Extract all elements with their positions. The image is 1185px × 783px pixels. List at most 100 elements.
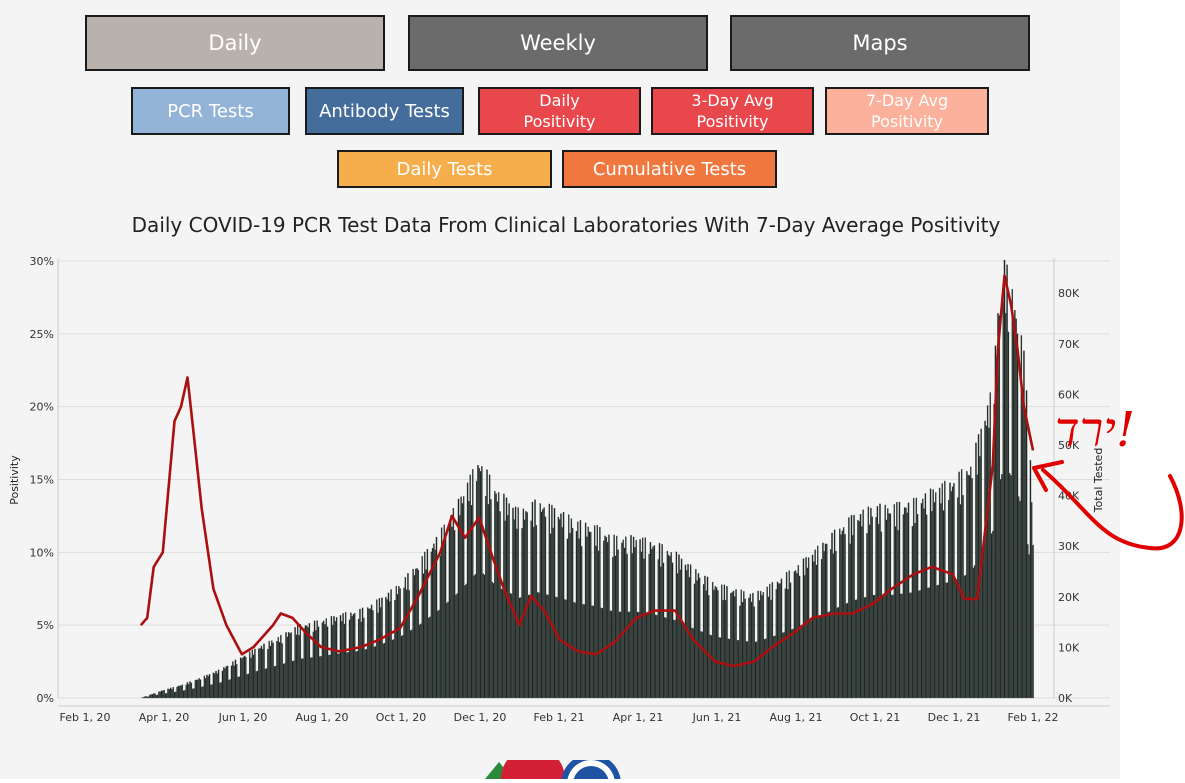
tested-bar bbox=[782, 633, 783, 698]
tested-bar bbox=[913, 498, 914, 698]
tested-bar bbox=[821, 559, 822, 698]
tested-bar bbox=[724, 585, 725, 698]
tested-bar bbox=[428, 618, 429, 698]
tested-bar bbox=[293, 661, 294, 698]
tested-bar bbox=[257, 671, 258, 698]
tested-bar bbox=[833, 553, 834, 698]
tested-bar bbox=[438, 610, 439, 698]
tested-bar bbox=[211, 684, 212, 698]
tested-bar bbox=[403, 588, 404, 698]
tested-bar bbox=[345, 612, 346, 698]
tested-bar bbox=[668, 555, 669, 698]
tested-bar bbox=[398, 586, 399, 698]
tested-bar bbox=[244, 656, 245, 698]
tested-bar bbox=[199, 678, 200, 698]
tested-bar bbox=[822, 543, 823, 698]
tested-bar bbox=[992, 531, 993, 698]
tested-bar bbox=[756, 642, 757, 698]
tested-bar bbox=[698, 573, 699, 698]
tested-bar bbox=[231, 666, 232, 698]
tested-bar bbox=[750, 594, 751, 698]
tested-bar bbox=[210, 685, 211, 698]
tested-bar bbox=[197, 680, 198, 698]
tested-bar bbox=[642, 538, 643, 698]
tested-bar bbox=[729, 639, 730, 698]
tested-bar bbox=[852, 535, 853, 698]
left-tick-label: 20% bbox=[30, 401, 54, 414]
tested-bar bbox=[646, 613, 647, 698]
tested-bar bbox=[681, 559, 682, 698]
tested-bar bbox=[179, 686, 180, 698]
tested-bar bbox=[496, 494, 497, 698]
tested-bar bbox=[533, 527, 534, 698]
tested-bar bbox=[358, 619, 359, 698]
tested-bar bbox=[767, 587, 768, 698]
tested-bar bbox=[807, 568, 808, 698]
tested-bar bbox=[437, 611, 438, 698]
tested-bar bbox=[512, 508, 513, 698]
tested-bar bbox=[397, 594, 398, 698]
tested-bar bbox=[791, 629, 792, 698]
tested-bar bbox=[956, 579, 957, 698]
tested-bar bbox=[507, 515, 508, 698]
x-tick-label: Apr 1, 20 bbox=[139, 711, 190, 724]
tested-bar bbox=[591, 606, 592, 698]
tested-bar bbox=[603, 541, 604, 698]
tested-bar bbox=[444, 525, 445, 698]
pcr-tests-button[interactable]: PCR Tests bbox=[131, 87, 290, 135]
tested-bar bbox=[1005, 313, 1006, 698]
tested-bar bbox=[848, 517, 849, 698]
tested-bar bbox=[804, 575, 805, 698]
tested-bar bbox=[991, 533, 992, 698]
tested-bar bbox=[209, 674, 210, 698]
weekly-nav-button[interactable]: Weekly bbox=[408, 15, 708, 71]
left-tick-label: 10% bbox=[30, 546, 54, 559]
tested-bar bbox=[413, 569, 414, 698]
tested-bar bbox=[602, 608, 603, 698]
tested-bar bbox=[492, 582, 493, 698]
daily-tests-button[interactable]: Daily Tests bbox=[337, 150, 552, 188]
tested-bar bbox=[667, 551, 668, 698]
tested-bar bbox=[471, 505, 472, 698]
tested-bar bbox=[920, 590, 921, 698]
tested-bar bbox=[840, 534, 841, 698]
maps-nav-button[interactable]: Maps bbox=[730, 15, 1030, 71]
tested-bar bbox=[489, 475, 490, 698]
tested-bar bbox=[878, 524, 879, 698]
tested-bar bbox=[263, 644, 264, 698]
tested-bar bbox=[224, 668, 225, 698]
tested-bar bbox=[184, 690, 185, 698]
three-day-avg-button[interactable]: 3-Day Avg Positivity bbox=[651, 87, 814, 135]
tested-bar bbox=[479, 468, 480, 698]
tested-bar bbox=[339, 653, 340, 698]
tested-bar bbox=[349, 620, 350, 698]
tested-bar bbox=[420, 624, 421, 698]
tested-bar bbox=[480, 471, 481, 698]
daily-nav-button[interactable]: Daily bbox=[85, 15, 385, 71]
tested-bar bbox=[446, 603, 447, 698]
tested-bar bbox=[271, 640, 272, 698]
tested-bar bbox=[659, 543, 660, 698]
tested-bar bbox=[366, 649, 367, 698]
tested-bar bbox=[953, 483, 954, 698]
tested-bar bbox=[407, 573, 408, 698]
tested-bar bbox=[189, 681, 190, 698]
daily-positivity-button[interactable]: Daily Positivity bbox=[478, 87, 641, 135]
cumulative-tests-button[interactable]: Cumulative Tests bbox=[562, 150, 777, 188]
tested-bar bbox=[700, 631, 701, 698]
tested-bar bbox=[872, 517, 873, 698]
tested-bar bbox=[545, 517, 546, 698]
left-tick-label: 30% bbox=[30, 255, 54, 268]
tested-bar bbox=[234, 666, 235, 698]
tested-bar bbox=[270, 646, 271, 698]
x-tick-label: Jun 1, 21 bbox=[692, 711, 742, 724]
tested-bar bbox=[647, 614, 648, 698]
tested-bar bbox=[632, 553, 633, 698]
tested-bar bbox=[569, 533, 570, 698]
tested-bar bbox=[716, 587, 717, 698]
antibody-tests-button[interactable]: Antibody Tests bbox=[305, 87, 464, 135]
tested-bar bbox=[324, 624, 325, 698]
seven-day-avg-button[interactable]: 7-Day Avg Positivity bbox=[825, 87, 989, 135]
tested-bar bbox=[289, 633, 290, 698]
tested-bar bbox=[728, 639, 729, 698]
